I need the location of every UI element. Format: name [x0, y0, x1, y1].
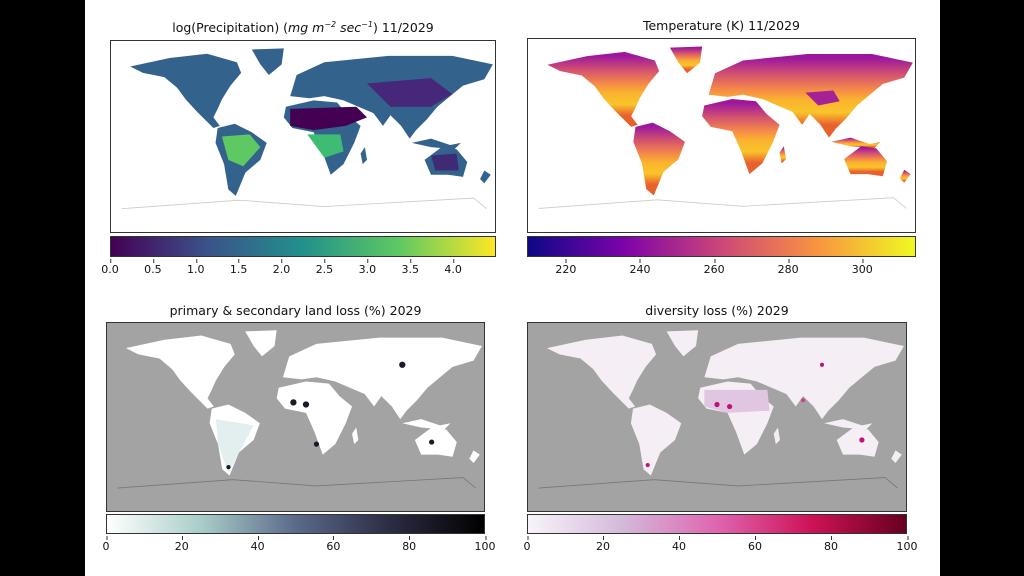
- colorbar-tick-label: 0.0: [101, 259, 119, 276]
- colorbar-tick-label: 80: [824, 536, 838, 553]
- colorbar-tick-label: 0.5: [144, 259, 162, 276]
- colorbar-tick-label: 240: [629, 259, 651, 276]
- colorbar-tick-label: 20: [174, 536, 189, 553]
- colorbar-tick-label: 60: [326, 536, 341, 553]
- precipitation-panel: log(Precipitation) (mg m−2 sec−1) 11/202…: [85, 0, 515, 290]
- colorbar-tick-label: 2.0: [272, 259, 291, 276]
- diversity-loss-colorbar-ticks: 0 20 40 60 80 100: [523, 536, 918, 560]
- title-part: ) 11/2029: [372, 20, 434, 36]
- land-loss-colorbar-ticks: 0 20 40 60 80 100: [102, 536, 496, 560]
- title-part: sec: [336, 20, 362, 36]
- colorbar-tick-label: 2.5: [315, 259, 334, 276]
- colorbar-tick-label: 100: [896, 536, 918, 553]
- colorbar-tick-label: 1.0: [187, 259, 205, 276]
- title-part: −1: [361, 20, 373, 29]
- diversity-loss-map: [527, 322, 907, 512]
- land-loss-title: primary & secondary land loss (%) 2029: [169, 303, 422, 318]
- colorbar-tick-label: 0: [523, 536, 531, 553]
- land-loss-map: [106, 322, 485, 512]
- colorbar-tick-label: 0: [102, 536, 110, 553]
- title-part: −2: [324, 20, 337, 29]
- precipitation-colorbar: [110, 236, 496, 257]
- temperature-title: Temperature (K) 11/2029: [642, 18, 800, 33]
- temperature-panel: Temperature (K) 11/2029: [85, 0, 940, 290]
- colorbar-tick-label: 40: [250, 536, 265, 553]
- diversity-loss-panel: diversity loss (%) 2029 0 20 40 60 80 100: [85, 0, 940, 576]
- title-part: log(Precipitation) (: [172, 20, 289, 36]
- precipitation-colorbar-ticks: 0.0 0.5 1.0 1.5 2.0 2.5 3.0 3.5 4.0: [101, 259, 496, 283]
- land-loss-colorbar: [106, 514, 485, 534]
- colorbar-tick-label: 60: [748, 536, 762, 553]
- colorbar-tick-label: 4.0: [444, 259, 462, 276]
- colorbar-tick-label: 300: [851, 259, 873, 276]
- colorbar-tick-label: 40: [672, 536, 686, 553]
- colorbar-tick-label: 260: [703, 259, 725, 276]
- colorbar-tick-label: 3.5: [401, 259, 419, 276]
- colorbar-tick-label: 3.0: [358, 259, 377, 276]
- title-part: mg m: [288, 20, 325, 36]
- colorbar-tick-label: 80: [402, 536, 417, 553]
- temperature-map: [527, 38, 916, 233]
- colorbar-tick-label: 280: [777, 259, 799, 276]
- precipitation-map: [110, 40, 496, 233]
- colorbar-tick-label: 100: [474, 536, 496, 553]
- diversity-loss-title: diversity loss (%) 2029: [645, 303, 789, 318]
- colorbar-tick-label: 20: [596, 536, 610, 553]
- temperature-colorbar: [527, 236, 916, 257]
- precipitation-title: log(Precipitation) (mg m−2 sec−1) 11/202…: [110, 20, 496, 35]
- temperature-colorbar-ticks: 220 240 260 280 300: [527, 259, 916, 283]
- diversity-loss-colorbar: [527, 514, 907, 534]
- colorbar-tick-label: 220: [555, 259, 577, 276]
- land-loss-panel: primary & secondary land loss (%) 2029 0…: [85, 0, 940, 576]
- colorbar-tick-label: 1.5: [229, 259, 248, 276]
- figure-page: log(Precipitation) (mg m−2 sec−1) 11/202…: [85, 0, 940, 576]
